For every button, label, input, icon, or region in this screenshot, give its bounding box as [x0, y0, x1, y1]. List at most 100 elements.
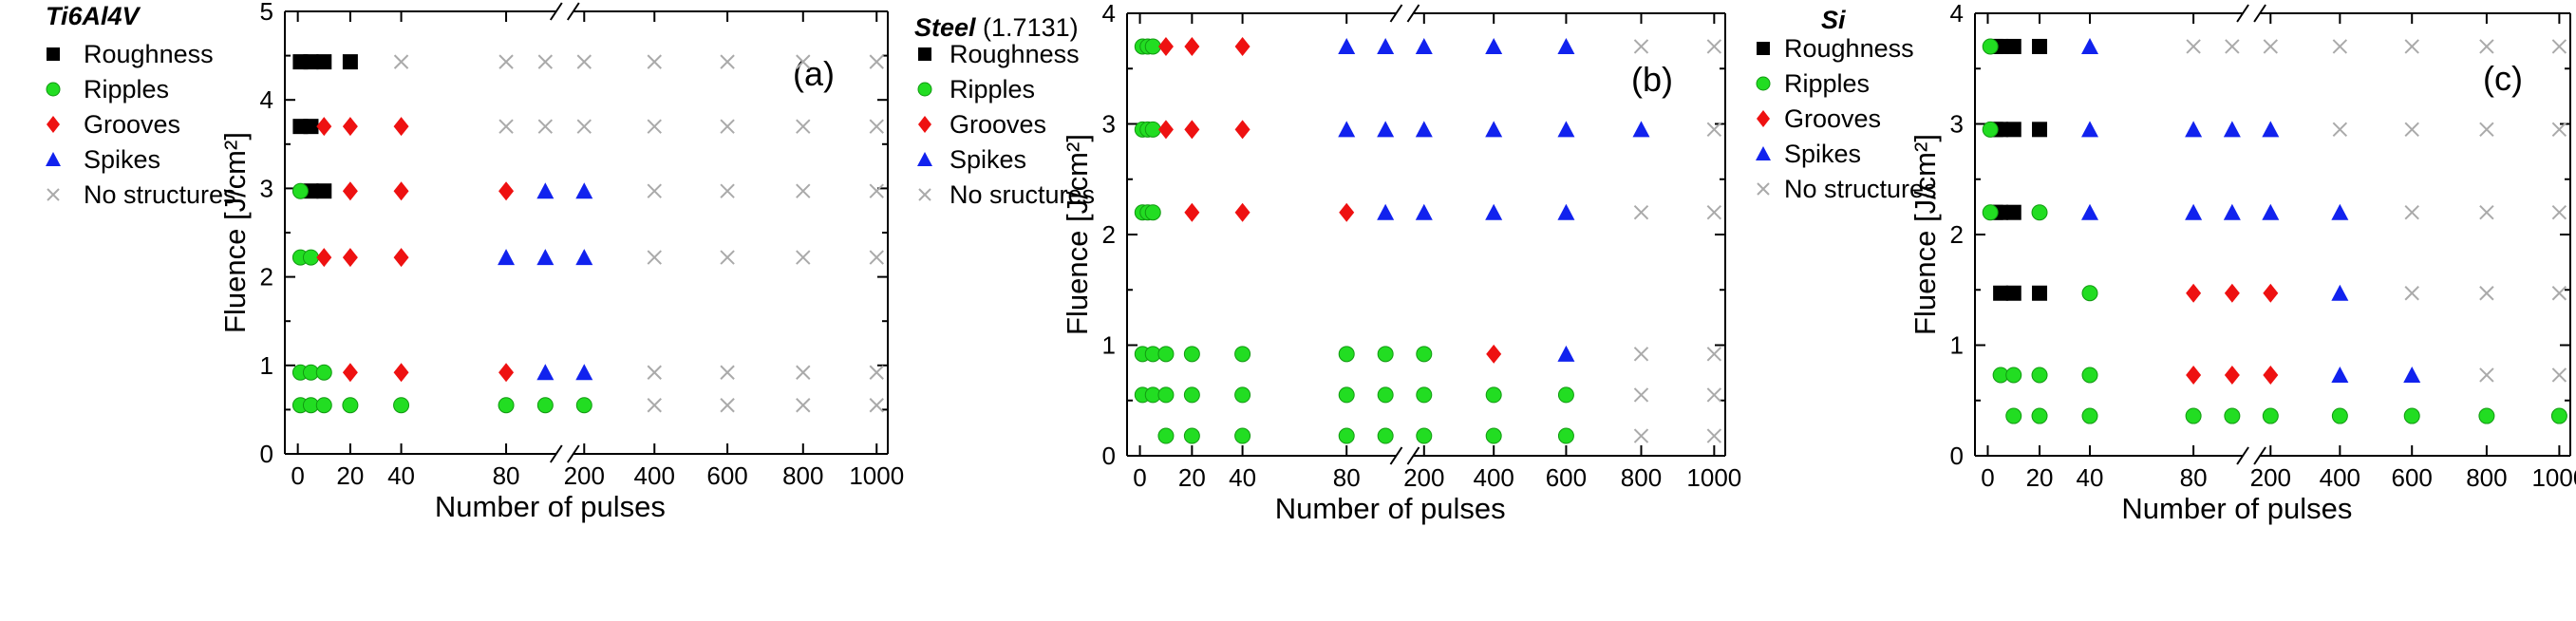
- x-tick-label: 200: [1403, 463, 1444, 492]
- data-point: [316, 183, 332, 199]
- data-point: [1157, 346, 1175, 363]
- data-point: [1338, 346, 1355, 363]
- x-tick-label: 800: [782, 461, 823, 490]
- panel-title-material: Si: [1821, 6, 1846, 34]
- y-tick-label: 3: [260, 174, 273, 202]
- x-axis-label: Number of pulses: [2121, 492, 2352, 525]
- panel-title-suffix: (1.7131): [976, 13, 1079, 42]
- y-tick-label: 1: [260, 351, 273, 380]
- legend-marker: [1757, 42, 1770, 55]
- legend-entry: No sructures: [950, 180, 1095, 209]
- data-point: [2081, 407, 2098, 424]
- data-point: [796, 119, 811, 134]
- data-point: [537, 54, 554, 69]
- data-point: [1486, 344, 1502, 364]
- data-point: [1183, 346, 1200, 363]
- data-point: [869, 365, 884, 380]
- data-point: [1982, 204, 1999, 221]
- data-point: [1632, 121, 1650, 138]
- y-tick-label: 4: [260, 85, 273, 114]
- x-tick-label: 0: [1133, 463, 1146, 492]
- data-point: [342, 363, 358, 383]
- x-tick-label: 600: [1546, 463, 1587, 492]
- x-tick-label: 800: [2466, 463, 2507, 492]
- data-point: [1416, 427, 1433, 444]
- data-point: [303, 119, 319, 135]
- x-tick-label: 600: [2392, 463, 2433, 492]
- legend-entry: Grooves: [1784, 104, 1881, 133]
- data-point: [1633, 204, 1649, 220]
- data-point: [796, 398, 811, 413]
- data-point: [2404, 204, 2419, 220]
- data-point: [2223, 203, 2241, 220]
- legend-marker: [918, 47, 931, 61]
- data-point: [2185, 121, 2203, 138]
- data-point: [2403, 407, 2420, 424]
- axis-break-bottom: [1389, 446, 1420, 465]
- y-tick-label: 0: [260, 440, 273, 468]
- data-point: [1706, 387, 1722, 403]
- data-point: [1184, 202, 1200, 222]
- data-point: [1633, 39, 1649, 54]
- data-point: [720, 183, 735, 198]
- y-tick-label: 3: [1102, 110, 1116, 139]
- data-point: [536, 364, 555, 381]
- legend-marker: [46, 152, 61, 166]
- data-point: [536, 397, 554, 414]
- data-point: [1183, 427, 1200, 444]
- panel-tag: (b): [1631, 60, 1673, 99]
- axis-break-top: [1389, 4, 1420, 23]
- legend-marker: [917, 82, 932, 97]
- legend-entry: Roughness: [84, 40, 214, 68]
- data-point: [2224, 283, 2240, 303]
- x-tick-label: 0: [291, 461, 304, 490]
- data-point: [498, 54, 514, 69]
- data-point: [575, 182, 593, 199]
- data-point: [1377, 203, 1395, 220]
- legend-entry: Spikes: [950, 145, 1026, 174]
- panel-ti6al4v: 0 1 2 3 4 5 0 20 40 80 200 400 600 800 1000 Number of p…: [46, 0, 904, 523]
- data-point: [498, 363, 515, 383]
- data-point: [2186, 365, 2202, 385]
- data-point: [2331, 407, 2348, 424]
- data-point: [2223, 121, 2241, 138]
- data-point: [796, 54, 811, 69]
- data-point: [2005, 204, 2021, 220]
- data-point: [2478, 407, 2495, 424]
- data-point: [2005, 285, 2021, 301]
- legend-marker: [1757, 110, 1770, 127]
- data-point: [1982, 38, 1999, 55]
- data-point: [2404, 39, 2419, 54]
- x-tick-label: 1000: [2531, 463, 2576, 492]
- data-point: [2332, 39, 2348, 54]
- data-point: [2551, 204, 2567, 220]
- data-point: [1706, 122, 1722, 138]
- x-tick-label: 20: [2026, 463, 2054, 492]
- y-axis-label: Fluence [J/cm²]: [218, 132, 252, 333]
- data-point: [796, 183, 811, 198]
- y-axis-label: Fluence [J/cm²]: [1908, 134, 1942, 335]
- data-point: [2005, 407, 2022, 424]
- data-point: [2404, 286, 2419, 301]
- x-tick-label: 400: [1473, 463, 1514, 492]
- data-point: [2479, 286, 2494, 301]
- data-point: [2224, 407, 2241, 424]
- data-point: [316, 248, 332, 268]
- data-point: [869, 119, 884, 134]
- data-point: [720, 365, 735, 380]
- data-point: [1184, 36, 1200, 56]
- data-point: [342, 397, 359, 414]
- panel-title-material: Steel: [914, 13, 976, 42]
- data-point: [1706, 204, 1722, 220]
- x-tick-label: 80: [2180, 463, 2208, 492]
- data-point: [2031, 204, 2048, 221]
- x-tick-label: 20: [1178, 463, 1206, 492]
- data-point: [2332, 122, 2348, 138]
- data-point: [2551, 286, 2567, 301]
- x-tick-label: 200: [564, 461, 605, 490]
- data-point: [2263, 283, 2279, 303]
- data-point: [1557, 121, 1575, 138]
